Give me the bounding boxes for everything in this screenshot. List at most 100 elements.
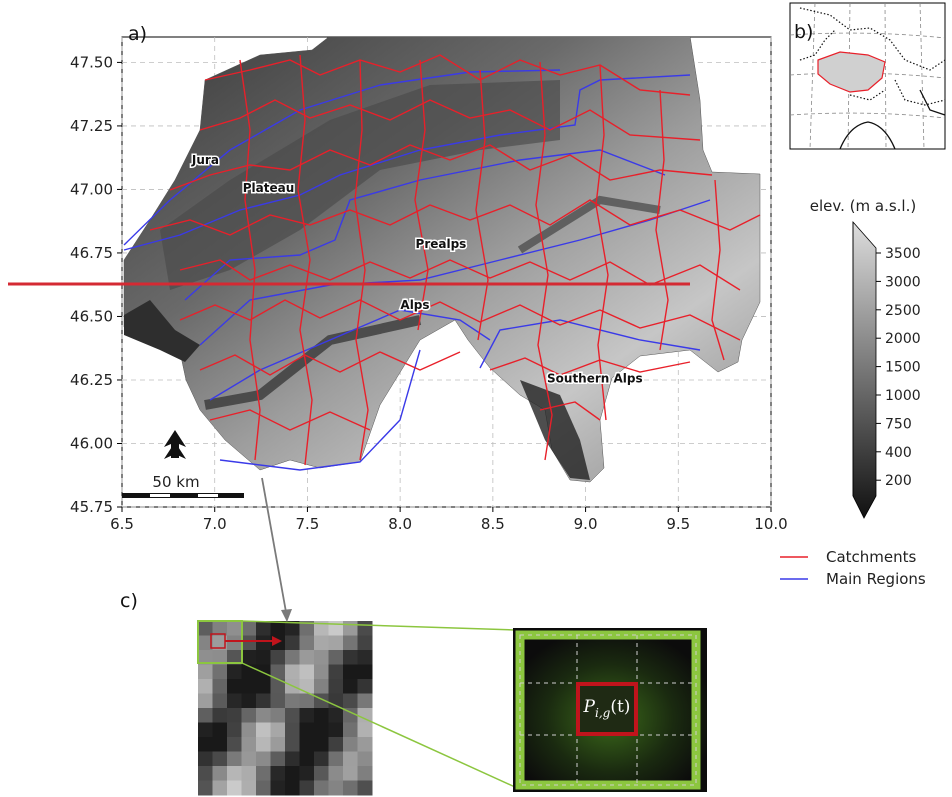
pixel-cell [212, 635, 228, 651]
valley-rhone [204, 315, 422, 410]
pixel-cell [256, 679, 271, 694]
pixel-cell [227, 621, 242, 636]
pixel-cell [357, 708, 373, 723]
panel-c: c) Pi,g(t) [120, 477, 707, 796]
legend-label: Main Regions [826, 570, 926, 588]
panel-a: 6.5 7.0 7.5 8.0 8.5 9.0 9.5 10.0 47.50 47.25 47.0… [8, 23, 788, 533]
colorbar-tick-label: 2500 [885, 303, 921, 319]
pixel-cell [343, 635, 358, 651]
region-label: Prealps [416, 237, 467, 251]
colorbar-tick-label: 3000 [885, 274, 921, 290]
panel-b-label: b) [794, 21, 813, 43]
pixel-cell [299, 664, 315, 680]
pixel-cell [357, 737, 373, 752]
pixel-cell [227, 780, 242, 796]
pixel-cell [256, 766, 271, 781]
pixel-cell [241, 693, 257, 709]
pixel-cell [270, 664, 286, 680]
cell-equation-label: Pi,g(t) [583, 697, 631, 720]
pixel-cell [212, 708, 228, 723]
zoom-pointer-line [261, 477, 287, 613]
north-arrow-icon [164, 430, 186, 459]
pixel-cell [256, 780, 271, 796]
pixel-cell [285, 722, 300, 738]
pixel-cell [227, 650, 242, 665]
pixel-cell [285, 693, 300, 709]
pixel-cell [227, 751, 242, 767]
y-tick-label: 47.00 [70, 180, 113, 198]
pixel-cell [270, 737, 286, 752]
pixel-cell [343, 621, 358, 636]
pixel-cell [299, 722, 315, 738]
pixel-cell [241, 650, 257, 665]
pixel-cell [299, 650, 315, 665]
colorbar-tick-label: 3500 [885, 246, 921, 262]
pixel-cell [198, 679, 213, 694]
pixel-cell [357, 664, 373, 680]
pixel-cell [212, 650, 228, 665]
pixel-cell [227, 737, 242, 752]
pixel-cell [227, 722, 242, 738]
zoom-pointer-head [281, 609, 292, 622]
valley-rhine [517, 195, 661, 254]
y-tick-label: 45.75 [70, 498, 113, 516]
pixel-cell [299, 780, 315, 796]
panel-b: b) [789, 2, 946, 150]
y-tick-label: 46.00 [70, 434, 113, 452]
pixel-cell [227, 635, 242, 651]
region-label: Southern Alps [547, 372, 643, 386]
projection-line-bottom [241, 662, 516, 788]
pixel-cell [256, 737, 271, 752]
pixel-cell [299, 751, 315, 767]
pixel-cell [212, 679, 228, 694]
pixel-cell [314, 650, 329, 665]
pixel-cell [198, 737, 213, 752]
pixel-cell [212, 664, 228, 680]
pixel-cell [314, 708, 329, 723]
projection-line-top [241, 620, 516, 631]
y-tick-label: 47.50 [70, 53, 113, 71]
pixel-cell [270, 650, 286, 665]
pixel-cell [357, 693, 373, 709]
pixel-cell [241, 751, 257, 767]
pixel-cell [198, 780, 213, 796]
y-tick-label: 46.25 [70, 371, 113, 389]
pixel-cell [227, 693, 242, 709]
pixel-cell [343, 737, 358, 752]
pixel-cell [270, 679, 286, 694]
pixel-cell [198, 766, 213, 781]
pixel-cell [328, 664, 344, 680]
x-tick-label: 9.5 [666, 515, 690, 533]
southern-alps-dark [520, 380, 590, 480]
y-axis-ticks: 47.50 47.25 47.00 46.75 46.50 46.25 46.00 45.75 [70, 53, 122, 516]
scale-bar: 50 km [122, 473, 244, 498]
lake-geneva [124, 300, 200, 362]
pixel-cell [241, 708, 257, 723]
pixel-cell [256, 635, 271, 651]
pixel-cell [241, 635, 257, 651]
y-tick-label: 46.75 [70, 244, 113, 262]
pixel-cell [357, 621, 373, 636]
pixel-cell [314, 664, 329, 680]
pixel-cell [270, 766, 286, 781]
region-label: Jura [191, 153, 219, 167]
y-tick-label: 47.25 [70, 117, 113, 135]
pixel-cell [198, 635, 213, 651]
pixel-cell [285, 635, 300, 651]
legend: Catchments Main Regions [780, 548, 926, 588]
pixel-cell [299, 737, 315, 752]
pixel-cell [299, 693, 315, 709]
colorbar-tick-label: 200 [885, 473, 912, 489]
pixel-cell [285, 751, 300, 767]
pixel-cell [328, 751, 344, 767]
x-tick-label: 6.5 [110, 515, 134, 533]
pixel-cell [343, 766, 358, 781]
pixel-cell [328, 679, 344, 694]
pixel-cell [270, 621, 286, 636]
pixel-cell [314, 751, 329, 767]
pixel-cell [314, 635, 329, 651]
pixel-cell [357, 650, 373, 665]
pixel-cell [241, 621, 257, 636]
catchment-boundaries [149, 54, 761, 466]
inset-switzerland [817, 51, 886, 93]
